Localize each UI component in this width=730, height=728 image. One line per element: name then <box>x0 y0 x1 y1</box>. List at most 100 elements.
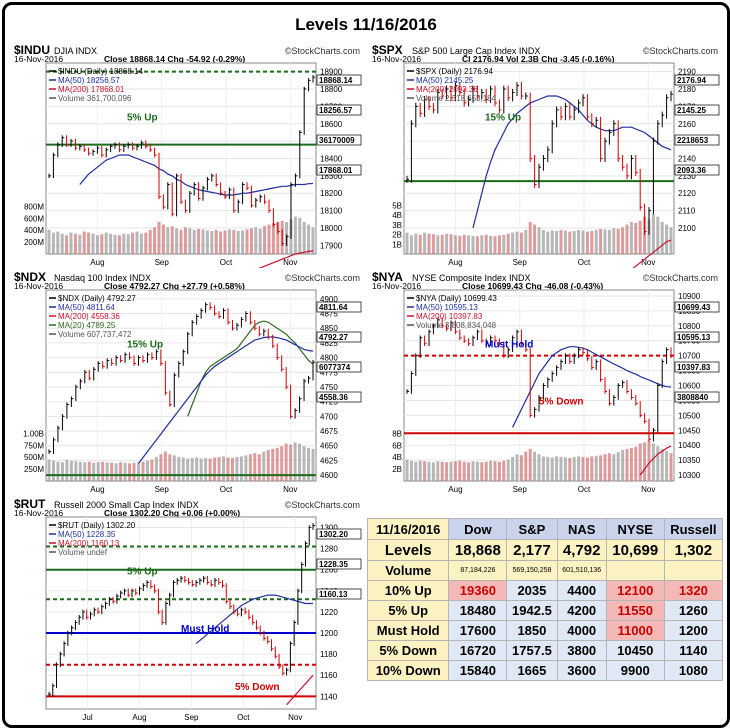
volume-bar <box>245 229 249 254</box>
volume-bar <box>73 233 77 254</box>
y-tick-label: 1280 <box>320 545 338 554</box>
y-tick-label: 1300 <box>320 524 338 533</box>
price-label-box <box>674 74 720 86</box>
volume-bar <box>266 449 270 481</box>
level-cell: 2035 <box>506 580 558 601</box>
volume-bar <box>493 461 497 481</box>
volume-bar <box>271 222 275 254</box>
y-tick-label: 18300 <box>320 172 343 181</box>
col-header-nas: NAS <box>556 518 607 540</box>
volume-bar <box>65 459 69 481</box>
level-cell: 11550 <box>605 600 665 621</box>
price-label: 4558.36 <box>319 393 348 402</box>
volume-bar <box>585 457 589 481</box>
volume-tick-label: 1.00B <box>23 429 44 438</box>
price-label-box <box>674 391 720 403</box>
volume-bar <box>436 235 440 254</box>
volume-bar <box>638 220 642 254</box>
volume-bar <box>150 459 154 481</box>
level-cell: 12100 <box>605 580 665 601</box>
price-label-box <box>316 361 362 373</box>
table-row: 5% Down 16720 1757.5 3800 10450 1140 <box>366 640 724 661</box>
y-tick-label: 10500 <box>678 411 701 420</box>
volume-tick-label: 400M <box>24 226 44 235</box>
ma50-line <box>195 594 313 645</box>
volume-bar <box>159 454 163 481</box>
volume-bar <box>431 234 435 254</box>
volume-bar <box>69 460 73 481</box>
chart-quote: Close 18868.14 Chg -54.92 (-0.29%) <box>104 54 245 64</box>
volume-tick-label: 4B <box>392 211 402 220</box>
table-row-levels: Levels 18,868 2,177 4,792 10,699 1,302 <box>366 539 724 561</box>
volume-sp: 569,150,258 <box>506 560 558 581</box>
volume-tick-label: 3B <box>392 221 402 230</box>
volume-bar <box>541 229 545 254</box>
volume-bar <box>475 461 479 481</box>
volume-bar <box>550 457 554 481</box>
volume-bar <box>87 461 91 481</box>
volume-bar <box>201 229 205 254</box>
volume-bar <box>502 460 506 481</box>
volume-bar <box>555 456 559 481</box>
volume-bar <box>83 462 87 481</box>
volume-bar <box>114 463 118 481</box>
volume-bar <box>418 234 422 254</box>
volume-bar <box>100 234 104 254</box>
y-tick-label: 2190 <box>678 68 696 77</box>
volume-bar <box>515 231 519 254</box>
price-label-box <box>316 558 362 570</box>
level-cell: 1665 <box>506 660 558 681</box>
y-tick-label: 4825 <box>320 339 338 348</box>
volume-bar <box>101 461 105 481</box>
x-tick-label: Aug <box>90 258 104 267</box>
chart-quote: Close 4792.27 Chg +27.79 (+0.58%) <box>104 281 245 291</box>
volume-bar <box>208 458 212 481</box>
volume-bar <box>409 460 413 481</box>
volume-bar <box>168 454 172 481</box>
volume-bar <box>145 460 149 481</box>
volume-bar <box>449 234 453 254</box>
x-tick-label: Aug <box>90 485 104 494</box>
volume-russell <box>663 560 724 581</box>
volume-bar <box>302 221 306 254</box>
y-tick-label: 4675 <box>320 427 338 436</box>
chart-name: NYSE Composite Index INDX <box>412 273 531 283</box>
legend-entry: MA(50) 4811.64 <box>58 303 115 312</box>
volume-bar <box>471 235 475 254</box>
volume-nyse <box>605 560 665 581</box>
volume-tick-label: 2B <box>392 231 402 240</box>
volume-bar <box>445 462 449 481</box>
table-header-row: 11/16/2016 Dow S&P NAS NYSE Russell <box>366 518 724 540</box>
x-tick-label: Nov <box>641 485 655 494</box>
volume-bar <box>577 456 581 481</box>
volume-bar <box>239 456 243 481</box>
row-label: Must Hold <box>366 620 450 641</box>
volume-bar <box>541 456 545 481</box>
volume-bar <box>136 462 140 481</box>
volume-bar <box>226 457 230 481</box>
volume-bar <box>105 462 109 481</box>
legend-entry: Volume 361,700,096 <box>58 94 132 103</box>
level-cell: 3600 <box>556 660 607 681</box>
volume-bar <box>581 456 585 481</box>
volume-bar <box>190 458 194 481</box>
price-label-box <box>316 331 362 343</box>
y-tick-label: 18100 <box>320 207 343 216</box>
table-date: 11/16/2016 <box>366 518 450 540</box>
table-row: 10% Up 19360 2035 4400 12100 1320 <box>366 580 724 601</box>
volume-bar <box>47 229 51 254</box>
chart-date: 16-Nov-2016 <box>14 508 63 518</box>
volume-bar <box>214 229 218 254</box>
volume-bar <box>126 234 130 254</box>
col-header-russell: Russell <box>663 518 724 540</box>
price-label: 17868.01 <box>319 166 353 175</box>
volume-bar <box>533 224 537 254</box>
chart-quote: Close 1302.20 Chg +0.06 (+0.00%) <box>104 508 240 518</box>
level-cell: 19360 <box>448 580 508 601</box>
x-tick-label: Nov <box>283 485 297 494</box>
volume-bar <box>559 456 563 481</box>
volume-tick-label: 750M <box>24 441 44 450</box>
chart-name: Nasdaq 100 Index INDX <box>54 273 151 283</box>
volume-bar <box>453 235 457 254</box>
volume-bar <box>181 457 185 481</box>
